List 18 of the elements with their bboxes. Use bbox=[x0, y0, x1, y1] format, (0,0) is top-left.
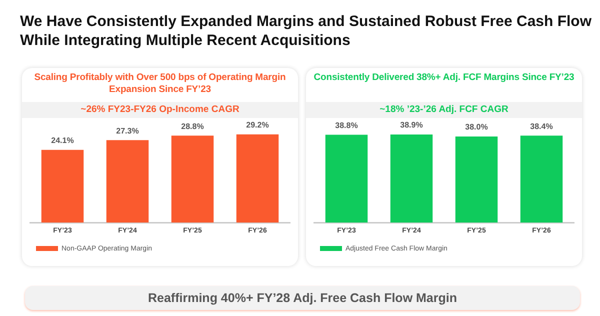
chart-subtitle: ~18% ’23-’26 Adj. FCF CAGR bbox=[306, 102, 582, 118]
chart-title: Scaling Profitably with Over 500 bps of Operating Margin Expansion Since FY’23 bbox=[33, 71, 287, 97]
bar bbox=[106, 140, 149, 223]
text: Reaffirming 40%+ FY’28 Adj. Free Cash Flow Margin bbox=[25, 286, 580, 310]
data-label: 29.2% bbox=[246, 120, 269, 130]
bar bbox=[236, 134, 279, 223]
data-label: 38.0% bbox=[465, 122, 488, 132]
data-label: 28.8% bbox=[181, 122, 204, 131]
bar bbox=[41, 150, 84, 223]
data-label: 38.9% bbox=[400, 120, 423, 130]
chart-subtitle: ~26% FY23-FY26 Op-Income CAGR bbox=[22, 102, 298, 118]
text: We Have Consistently Expanded Margins and Sustained Robust Free Cash Flow While Integrating Multiple Recent Acquisitions bbox=[20, 12, 593, 50]
data-label: 24.1% bbox=[51, 136, 74, 146]
data-label: 38.4% bbox=[530, 122, 553, 131]
chart-title: Consistently Delivered 38%+ Adj. FCF Margins Since FY’23 bbox=[312, 71, 576, 85]
data-label: 38.8% bbox=[335, 120, 358, 130]
bar bbox=[171, 136, 214, 223]
data-label: 27.3% bbox=[116, 126, 139, 136]
